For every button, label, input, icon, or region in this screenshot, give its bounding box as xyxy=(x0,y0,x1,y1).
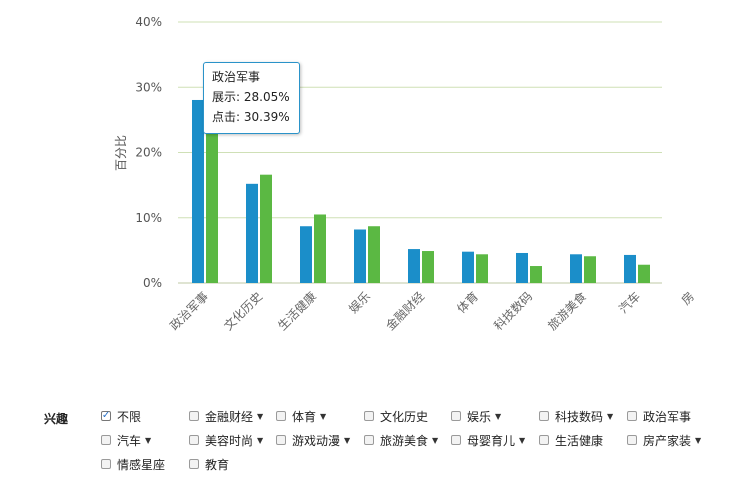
checkbox-icon[interactable] xyxy=(189,459,199,469)
bar-show xyxy=(408,249,420,283)
chart-tooltip: 政治军事 展示: 28.05% 点击: 30.39% xyxy=(203,62,300,134)
checkbox-checked-icon[interactable]: ✓ xyxy=(101,410,111,421)
filter-option-travel-food[interactable]: 旅游美食 ▼ xyxy=(364,432,438,448)
filter-option-label: 教育 xyxy=(205,457,230,472)
filter-option-label: 体育 xyxy=(292,409,317,424)
y-tick-label: 0% xyxy=(143,276,162,290)
filter-option-sports[interactable]: 体育 ▼ xyxy=(276,408,326,424)
filter-option-label: 政治军事 xyxy=(643,409,692,424)
filter-option-auto[interactable]: 汽车 ▼ xyxy=(101,432,151,448)
x-tick-label: 生活健康 xyxy=(275,289,320,334)
bar-show xyxy=(300,226,312,283)
filter-option-culture-history[interactable]: 文化历史 xyxy=(364,408,428,424)
filter-option-label: 生活健康 xyxy=(555,433,604,448)
checkbox-icon[interactable] xyxy=(189,435,199,445)
filter-option-label: 汽车 xyxy=(117,433,142,448)
checkbox-icon[interactable] xyxy=(101,435,111,445)
bar-click xyxy=(206,84,218,283)
tooltip-click-value: 点击: 30.39% xyxy=(212,110,290,124)
checkbox-icon[interactable] xyxy=(627,435,637,445)
y-tick-label: 30% xyxy=(135,80,162,94)
x-tick-label: 文化历史 xyxy=(221,289,266,334)
x-tick-label: 旅游美食 xyxy=(545,289,590,334)
filter-option-label: 文化历史 xyxy=(380,409,429,424)
filter-option-label: 游戏动漫 xyxy=(292,433,341,448)
bar-show xyxy=(462,251,474,283)
checkbox-icon[interactable] xyxy=(627,411,637,421)
filter-option-emotion[interactable]: 情感星座 xyxy=(101,456,165,472)
bar-click xyxy=(584,256,596,283)
x-tick-label: 科技数码 xyxy=(491,289,536,334)
chevron-down-icon[interactable]: ▼ xyxy=(495,411,502,421)
checkbox-icon[interactable] xyxy=(539,411,549,421)
chevron-down-icon[interactable]: ▼ xyxy=(607,411,614,421)
filter-option-label: 金融财经 xyxy=(205,409,254,424)
chevron-down-icon[interactable]: ▼ xyxy=(432,435,439,445)
checkbox-icon[interactable] xyxy=(451,435,461,445)
filter-option-label: 娱乐 xyxy=(467,409,492,424)
checkbox-icon[interactable] xyxy=(451,411,461,421)
x-tick-label: 政治军事 xyxy=(167,289,211,333)
y-tick-label: 10% xyxy=(135,211,162,225)
tooltip-show-value: 展示: 28.05% xyxy=(212,90,290,104)
bar-show xyxy=(570,254,582,283)
filter-option-education[interactable]: 教育 xyxy=(189,456,229,472)
filter-option-entertainment[interactable]: 娱乐 ▼ xyxy=(451,408,501,424)
bar-show xyxy=(516,252,528,283)
checkbox-icon[interactable] xyxy=(276,411,286,421)
filter-option-label: 房产家装 xyxy=(643,433,692,448)
bar-click xyxy=(638,264,650,283)
checkbox-icon[interactable] xyxy=(364,435,374,445)
filter-label: 兴趣 xyxy=(44,412,69,426)
chevron-down-icon[interactable]: ▼ xyxy=(344,435,351,445)
y-tick-label: 40% xyxy=(135,15,162,29)
filter-option-finance[interactable]: 金融财经 ▼ xyxy=(189,408,263,424)
filter-option-tech[interactable]: 科技数码 ▼ xyxy=(539,408,613,424)
filter-option-real-estate[interactable]: 房产家装 ▼ xyxy=(627,432,701,448)
y-tick-label: 20% xyxy=(135,146,162,160)
filter-option-label: 旅游美食 xyxy=(380,433,429,448)
filter-option-label: 科技数码 xyxy=(555,409,604,424)
checkbox-icon[interactable] xyxy=(539,435,549,445)
x-tick-label: 房 xyxy=(678,289,697,308)
chevron-down-icon[interactable]: ▼ xyxy=(519,435,526,445)
checkbox-icon[interactable] xyxy=(364,411,374,421)
bar-show xyxy=(624,254,636,283)
bar-click xyxy=(530,266,542,283)
chevron-down-icon[interactable]: ▼ xyxy=(145,435,152,445)
x-tick-label: 体育 xyxy=(454,289,482,317)
checkbox-icon[interactable] xyxy=(101,459,111,469)
chevron-down-icon[interactable]: ▼ xyxy=(257,411,264,421)
checkbox-icon[interactable] xyxy=(189,411,199,421)
bar-click xyxy=(314,214,326,283)
filter-option-politics[interactable]: 政治军事 xyxy=(627,408,691,424)
filter-option-label: 母婴育儿 xyxy=(467,433,516,448)
checkbox-icon[interactable] xyxy=(276,435,286,445)
bar-click xyxy=(476,254,488,283)
filter-option-label: 不限 xyxy=(117,409,142,424)
bar-show xyxy=(246,183,258,283)
filter-option-health[interactable]: 生活健康 xyxy=(539,432,603,448)
filter-option-parenting[interactable]: 母婴育儿 ▼ xyxy=(451,432,525,448)
chevron-down-icon[interactable]: ▼ xyxy=(257,435,264,445)
filter-option-label: 情感星座 xyxy=(117,457,166,472)
y-axis-label: 百分比 xyxy=(114,135,128,171)
filter-option-games[interactable]: 游戏动漫 ▼ xyxy=(276,432,350,448)
tooltip-title: 政治军事 xyxy=(212,70,261,84)
chevron-down-icon[interactable]: ▼ xyxy=(320,411,327,421)
x-tick-label: 娱乐 xyxy=(346,289,373,316)
bar-show xyxy=(354,229,366,283)
filter-option-unlimited[interactable]: ✓ 不限 xyxy=(101,408,141,424)
bar-click xyxy=(260,174,272,283)
bar-click xyxy=(368,226,380,283)
filter-option-beauty[interactable]: 美容时尚 ▼ xyxy=(189,432,263,448)
bar-show xyxy=(192,99,204,283)
x-tick-label: 汽车 xyxy=(616,289,644,317)
filter-option-label: 美容时尚 xyxy=(205,433,254,448)
bar-click xyxy=(422,251,434,283)
x-tick-label: 金融财经 xyxy=(383,289,428,334)
chevron-down-icon[interactable]: ▼ xyxy=(695,435,702,445)
